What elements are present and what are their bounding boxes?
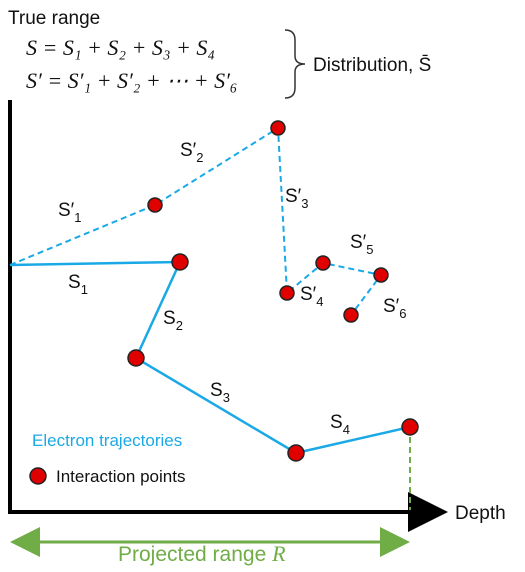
point: [270, 120, 286, 136]
projected-range: Projected range R: [118, 541, 286, 566]
distribution-label: Distribution, S̄: [313, 55, 431, 76]
point: [343, 307, 359, 323]
segment-label: S4: [330, 412, 350, 437]
title: True range: [8, 8, 100, 29]
segment-label: S′2: [180, 140, 203, 165]
equation: S′ = S′₁ + S′₂ + ⋯ + S′₆: [26, 68, 238, 93]
segment-label: S′3: [285, 186, 308, 211]
segment-label: S′6: [383, 296, 406, 321]
segment-label: S′4: [300, 284, 323, 309]
segment-label: S3: [210, 380, 230, 405]
point: [373, 267, 389, 283]
legend-points: Interaction points: [56, 467, 185, 486]
segment-label: S′5: [350, 232, 373, 257]
segment-label: S1: [68, 272, 88, 297]
x-axis-label: Depth: [455, 503, 506, 524]
segment-label: S′1: [58, 200, 81, 225]
segment-label: S2: [163, 308, 183, 333]
point: [147, 197, 163, 213]
point: [171, 253, 189, 271]
point: [401, 418, 419, 436]
equation: S = S₁ + S₂ + S₃ + S₄: [26, 35, 215, 60]
legend-trajectories: Electron trajectories: [32, 431, 182, 450]
interaction-points: [127, 120, 419, 462]
brace: [284, 29, 306, 99]
legend-point: [29, 467, 47, 485]
point: [127, 349, 145, 367]
point: [279, 285, 295, 301]
point: [315, 255, 331, 271]
point: [287, 444, 305, 462]
